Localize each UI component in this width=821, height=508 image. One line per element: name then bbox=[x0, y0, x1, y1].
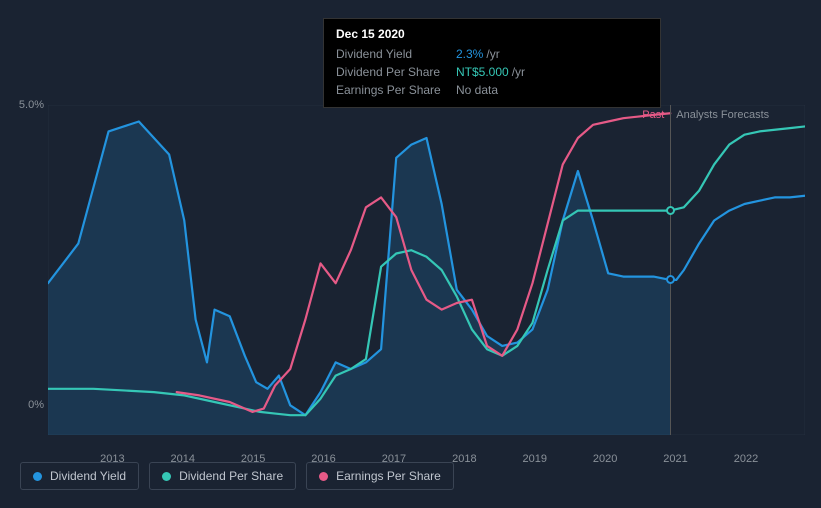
x-axis-label: 2022 bbox=[734, 453, 758, 465]
tooltip-label: Dividend Per Share bbox=[336, 63, 456, 81]
x-axis-label: 2019 bbox=[523, 453, 547, 465]
tooltip-row: Dividend Yield2.3%/yr bbox=[336, 45, 648, 63]
legend-label: Dividend Per Share bbox=[179, 469, 283, 483]
forecast-label: Analysts Forecasts bbox=[676, 109, 769, 121]
legend-label: Earnings Per Share bbox=[336, 469, 441, 483]
legend-item[interactable]: Dividend Per Share bbox=[149, 462, 296, 490]
legend-dot-icon bbox=[33, 472, 42, 481]
legend-dot-icon bbox=[162, 472, 171, 481]
tooltip-value: NT$5.000 bbox=[456, 63, 509, 81]
y-axis-label: 5.0% bbox=[19, 99, 44, 111]
legend: Dividend Yield Dividend Per Share Earnings… bbox=[20, 462, 454, 490]
tooltip-value: No data bbox=[456, 81, 498, 99]
legend-item[interactable]: Dividend Yield bbox=[20, 462, 139, 490]
tooltip-unit: /yr bbox=[486, 45, 499, 63]
x-axis-label: 2018 bbox=[452, 453, 476, 465]
tooltip-label: Earnings Per Share bbox=[336, 81, 456, 99]
legend-dot-icon bbox=[319, 472, 328, 481]
past-forecast-divider bbox=[670, 105, 671, 435]
chart-container: 5.0%0% Past Analysts Forecasts 201320142… bbox=[20, 105, 805, 445]
tooltip-date: Dec 15 2020 bbox=[336, 27, 648, 41]
x-axis-label: 2020 bbox=[593, 453, 617, 465]
series-marker bbox=[666, 206, 675, 215]
tooltip-row: Earnings Per ShareNo data bbox=[336, 81, 648, 99]
legend-label: Dividend Yield bbox=[50, 469, 126, 483]
chart-plot[interactable]: Past Analysts Forecasts bbox=[48, 105, 805, 435]
chart-tooltip: Dec 15 2020 Dividend Yield2.3%/yrDividen… bbox=[323, 18, 661, 108]
y-axis-label: 0% bbox=[28, 399, 44, 411]
x-axis-label: 2021 bbox=[663, 453, 687, 465]
tooltip-unit: /yr bbox=[512, 63, 525, 81]
past-label: Past bbox=[642, 109, 664, 121]
tooltip-value: 2.3% bbox=[456, 45, 483, 63]
tooltip-label: Dividend Yield bbox=[336, 45, 456, 63]
legend-item[interactable]: Earnings Per Share bbox=[306, 462, 454, 490]
tooltip-row: Dividend Per ShareNT$5.000/yr bbox=[336, 63, 648, 81]
